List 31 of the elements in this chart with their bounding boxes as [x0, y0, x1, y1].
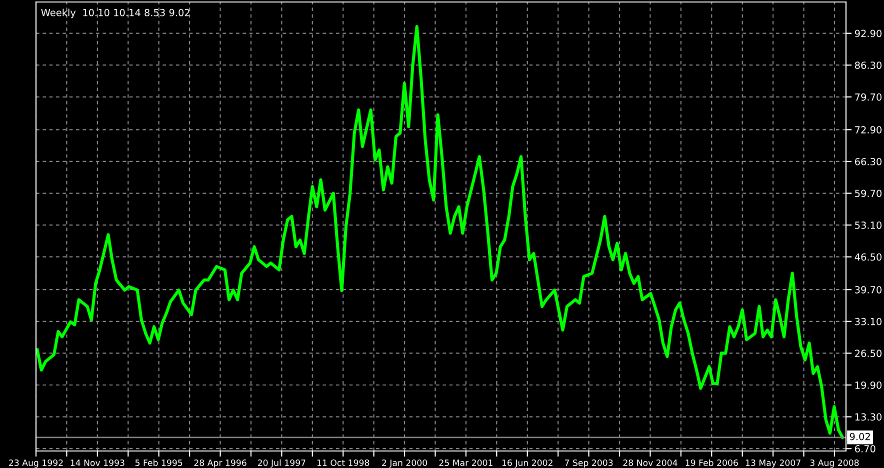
y-tick-label: 66.30 [855, 158, 882, 166]
x-tick-label: 14 Nov 1993 [70, 459, 124, 466]
x-tick-label: 11 Oct 1998 [317, 459, 370, 466]
line-series [36, 25, 844, 439]
x-tick-label: 5 Feb 1995 [135, 459, 182, 466]
x-tick-label: 2 Jan 2000 [382, 459, 428, 468]
y-tick-label: 79.70 [855, 93, 882, 101]
y-tick-label: 86.30 [854, 62, 882, 69]
x-tick-label: 16 Jun 2002 [502, 459, 552, 468]
text: Weekly 10.10 10.14 8.53 9.02 [41, 8, 190, 18]
y-tick-label: 6.70 [855, 445, 876, 452]
y-tick-label: 19.90 [855, 381, 882, 389]
y-tick-label: 53.10 [855, 222, 882, 229]
y-tick-label: 72.90 [855, 126, 882, 134]
x-tick-label: 25 Mar 2001 [439, 459, 492, 466]
y-tick-label: 39.70 [855, 286, 882, 294]
x-tick-label: 3 Aug 2008 [810, 459, 859, 468]
y-tick-label: 92.90 [854, 30, 882, 38]
x-tick-label: 7 Sep 2003 [564, 459, 613, 468]
y-tick-label: 13.30 [855, 413, 882, 421]
y-tick-label: 46.50 [854, 253, 882, 261]
x-tick-label: 20 Jul 1997 [258, 459, 306, 468]
y-tick-label: 33.10 [855, 318, 882, 326]
x-tick-label: 23 Aug 1992 [9, 459, 63, 468]
x-tick-label: 28 Nov 2004 [623, 459, 678, 466]
x-tick-label: 13 May 2007 [746, 459, 800, 468]
x-tick-label: 28 Apr 1996 [194, 459, 246, 468]
y-tick-label: 26.50 [855, 350, 882, 358]
ref-line-label: 9.02 [850, 432, 870, 440]
y-tick-label: 59.70 [855, 190, 882, 198]
x-tick-label: 19 Feb 2006 [686, 459, 738, 466]
